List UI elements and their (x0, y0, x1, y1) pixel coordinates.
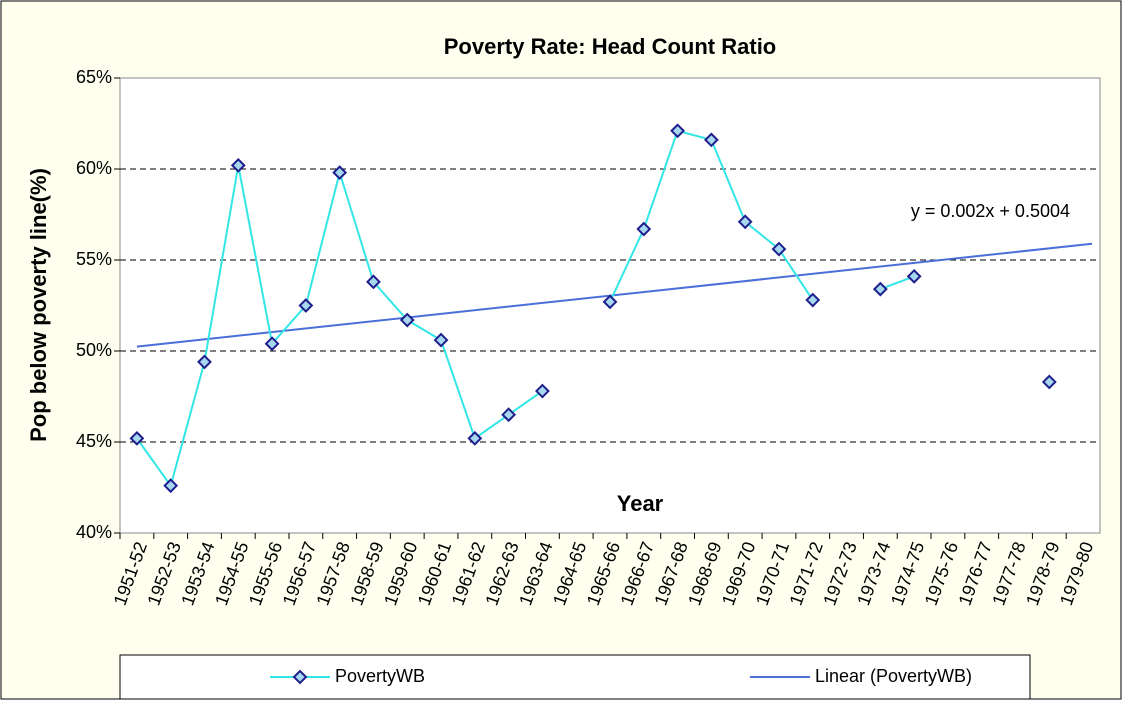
y-tick-label: 65% (76, 67, 112, 87)
marker (467, 430, 483, 446)
marker (805, 292, 821, 308)
marker (366, 274, 381, 290)
series-line (879, 275, 915, 291)
marker (264, 336, 280, 352)
marker (1041, 374, 1057, 390)
marker (670, 123, 686, 139)
marker (771, 241, 787, 257)
legend-label: Linear (PovertyWB) (815, 666, 972, 686)
marker (197, 354, 212, 370)
trendline-equation: y = 0.002x + 0.5004 (911, 201, 1070, 221)
y-tick-label: 60% (76, 158, 112, 178)
marker (906, 268, 922, 284)
marker (129, 430, 145, 446)
marker (399, 312, 415, 328)
marker (298, 298, 314, 313)
marker (163, 478, 179, 494)
marker (737, 214, 753, 230)
y-axis-label: Pop below poverty line(%) (26, 168, 51, 442)
x-axis-label: Year (617, 491, 664, 516)
y-tick-label: 50% (76, 340, 112, 360)
marker (230, 157, 246, 173)
y-tick-label: 40% (76, 522, 112, 542)
marker (636, 221, 652, 237)
marker (872, 281, 888, 297)
marker (602, 294, 618, 310)
trendline (136, 242, 1093, 348)
legend-marker (292, 669, 308, 685)
y-tick-label: 45% (76, 431, 112, 451)
marker (433, 332, 449, 348)
marker (332, 165, 348, 181)
marker (703, 132, 719, 148)
marker (501, 407, 517, 423)
legend-label: PovertyWB (335, 666, 425, 686)
marker (534, 383, 550, 399)
y-tick-label: 55% (76, 249, 112, 269)
chart-title: Poverty Rate: Head Count Ratio (444, 34, 777, 59)
